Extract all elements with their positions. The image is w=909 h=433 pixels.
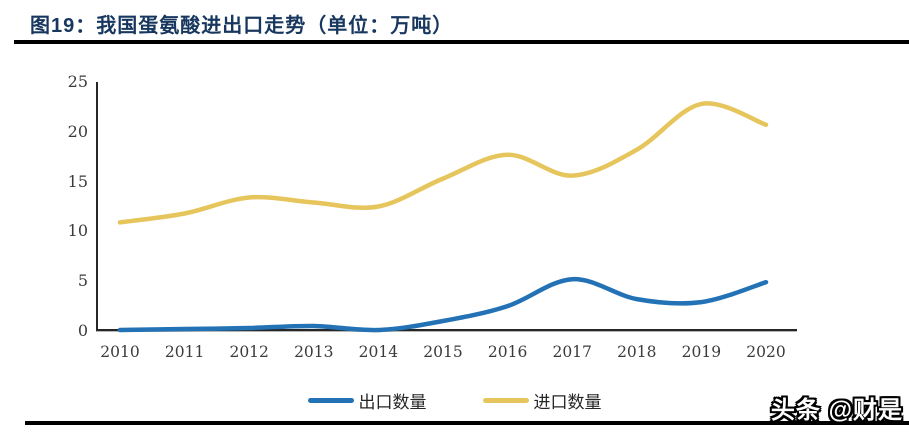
- x-axis-tick-label: 2019: [681, 343, 722, 361]
- x-axis-tick-label: 2014: [358, 343, 399, 361]
- legend-item-export: 出口数量: [307, 388, 427, 413]
- chart-legend: 出口数量 进口数量: [0, 388, 909, 413]
- x-axis-tick-label: 2015: [423, 343, 463, 361]
- y-axis-tick-label: 15: [67, 171, 88, 191]
- legend-label: 进口数量: [533, 393, 602, 413]
- y-axis-tick-label: 0: [77, 321, 88, 340]
- x-axis-tick-label: 2017: [552, 343, 592, 361]
- x-axis-tick-label: 2010: [100, 343, 140, 361]
- watermark-text: 头条 @财是: [770, 397, 903, 424]
- x-axis-tick-label: 2018: [617, 343, 657, 361]
- y-axis-tick-label: 25: [67, 72, 88, 91]
- series-line-export: [117, 276, 769, 333]
- legend-marker-export: [307, 398, 354, 403]
- series-line-import: [117, 101, 769, 225]
- x-axis-tick-label: 2011: [164, 343, 205, 361]
- x-axis-line: [96, 329, 797, 332]
- legend-marker-import: [482, 398, 529, 403]
- line-chart: [117, 101, 769, 333]
- x-axis-tick-label: 2012: [229, 343, 269, 361]
- y-axis-line: [96, 82, 98, 331]
- y-axis-tick-label: 20: [67, 121, 88, 141]
- title-divider: [14, 40, 909, 44]
- x-axis-tick-label: 2016: [487, 343, 528, 361]
- bottom-divider: [25, 421, 909, 425]
- y-axis-tick-label: 5: [77, 271, 88, 291]
- x-axis-tick-label: 2013: [294, 343, 334, 361]
- legend-item-import: 进口数量: [482, 388, 602, 413]
- x-axis-tick-label: 2020: [746, 343, 786, 361]
- y-axis-tick-label: 10: [67, 221, 88, 241]
- figure-title: 图19：我国蛋氨酸进出口走势（单位：万吨）: [30, 15, 454, 37]
- legend-label: 出口数量: [358, 393, 427, 413]
